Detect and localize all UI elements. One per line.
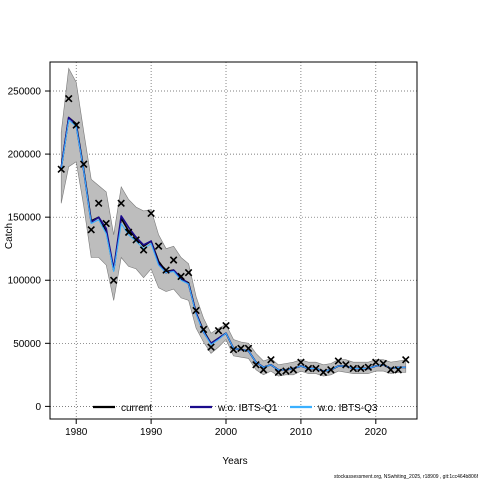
observed-point: [237, 344, 245, 353]
observed-point: [102, 219, 110, 228]
observed-point: [147, 209, 155, 218]
observed-point: [214, 326, 223, 335]
observed-point: [379, 359, 388, 368]
observed-point: [282, 367, 290, 375]
y-tick-label: 50000: [13, 339, 41, 350]
observed-point: [132, 236, 140, 244]
legend-item: w.o. IBTS-Q1: [190, 403, 278, 414]
observed-point: [401, 355, 410, 364]
observed-point: [319, 368, 328, 377]
y-tick-label: 200000: [8, 150, 42, 161]
x-tick-label: 1990: [140, 427, 163, 438]
observed-point: [312, 364, 320, 373]
observed-point: [117, 199, 125, 208]
observed-point: [394, 366, 403, 374]
observed-point: [342, 360, 350, 369]
observed-point: [79, 160, 88, 168]
observed-point: [87, 226, 95, 234]
x-tick-label: 2010: [290, 427, 313, 438]
legend-item: current: [93, 403, 152, 414]
observed-point: [274, 368, 283, 377]
y-tick-label: 0: [35, 402, 41, 413]
legend-label: w.o. IBTS-Q3: [317, 403, 378, 414]
observed-point: [207, 343, 215, 351]
observed-points-layer: [57, 94, 410, 377]
confidence-band-layer: [60, 67, 407, 377]
observed-point: [349, 364, 358, 373]
observed-point: [372, 358, 380, 366]
x-tick-label: 2020: [365, 427, 388, 438]
axes: 1980 1990 2000 2010 2020 0 50000 100000 150000 20…: [8, 87, 388, 438]
observed-point: [94, 199, 103, 208]
footnote: stockassessment.org, NSwhiting_2025, r18…: [334, 474, 479, 480]
observed-point: [192, 306, 200, 315]
observed-point: [57, 165, 66, 173]
observed-point: [297, 358, 305, 366]
observed-point: [259, 366, 268, 374]
y-tick-label: 100000: [8, 276, 42, 287]
y-tick-label: 150000: [8, 213, 42, 224]
legend-label: w.o. IBTS-Q1: [217, 403, 278, 414]
observed-point: [177, 272, 185, 281]
confidence-band: [60, 67, 407, 377]
observed-point: [229, 345, 238, 354]
legend-item: w.o. IBTS-Q3: [290, 403, 378, 414]
y-axis-label: Catch: [4, 223, 15, 249]
observed-point: [334, 357, 343, 365]
observed-point: [199, 325, 208, 334]
x-axis-label: Years: [222, 456, 247, 467]
observed-point: [252, 360, 260, 369]
plot-frame: [49, 61, 418, 420]
observed-point: [222, 321, 230, 330]
observed-point: [364, 363, 373, 372]
observed-point: [244, 344, 253, 353]
observed-point: [109, 276, 118, 285]
legend: current w.o. IBTS-Q1 w.o. IBTS-Q3: [93, 403, 378, 414]
x-tick-label: 1980: [65, 427, 88, 438]
observed-point: [72, 121, 80, 129]
observed-point: [387, 366, 395, 374]
x-tick-label: 2000: [215, 427, 238, 438]
observed-point: [304, 364, 313, 373]
observed-point: [327, 366, 335, 374]
observed-point: [169, 256, 178, 264]
observed-point: [357, 364, 365, 373]
observed-point: [162, 266, 170, 274]
observed-point: [139, 246, 148, 254]
observed-point: [124, 228, 133, 237]
observed-point: [154, 242, 163, 250]
y-tick-label: 250000: [8, 87, 42, 98]
observed-point: [64, 94, 73, 103]
observed-point: [184, 268, 193, 277]
observed-point: [289, 366, 298, 374]
observed-point: [267, 355, 275, 364]
legend-label: current: [121, 403, 152, 414]
